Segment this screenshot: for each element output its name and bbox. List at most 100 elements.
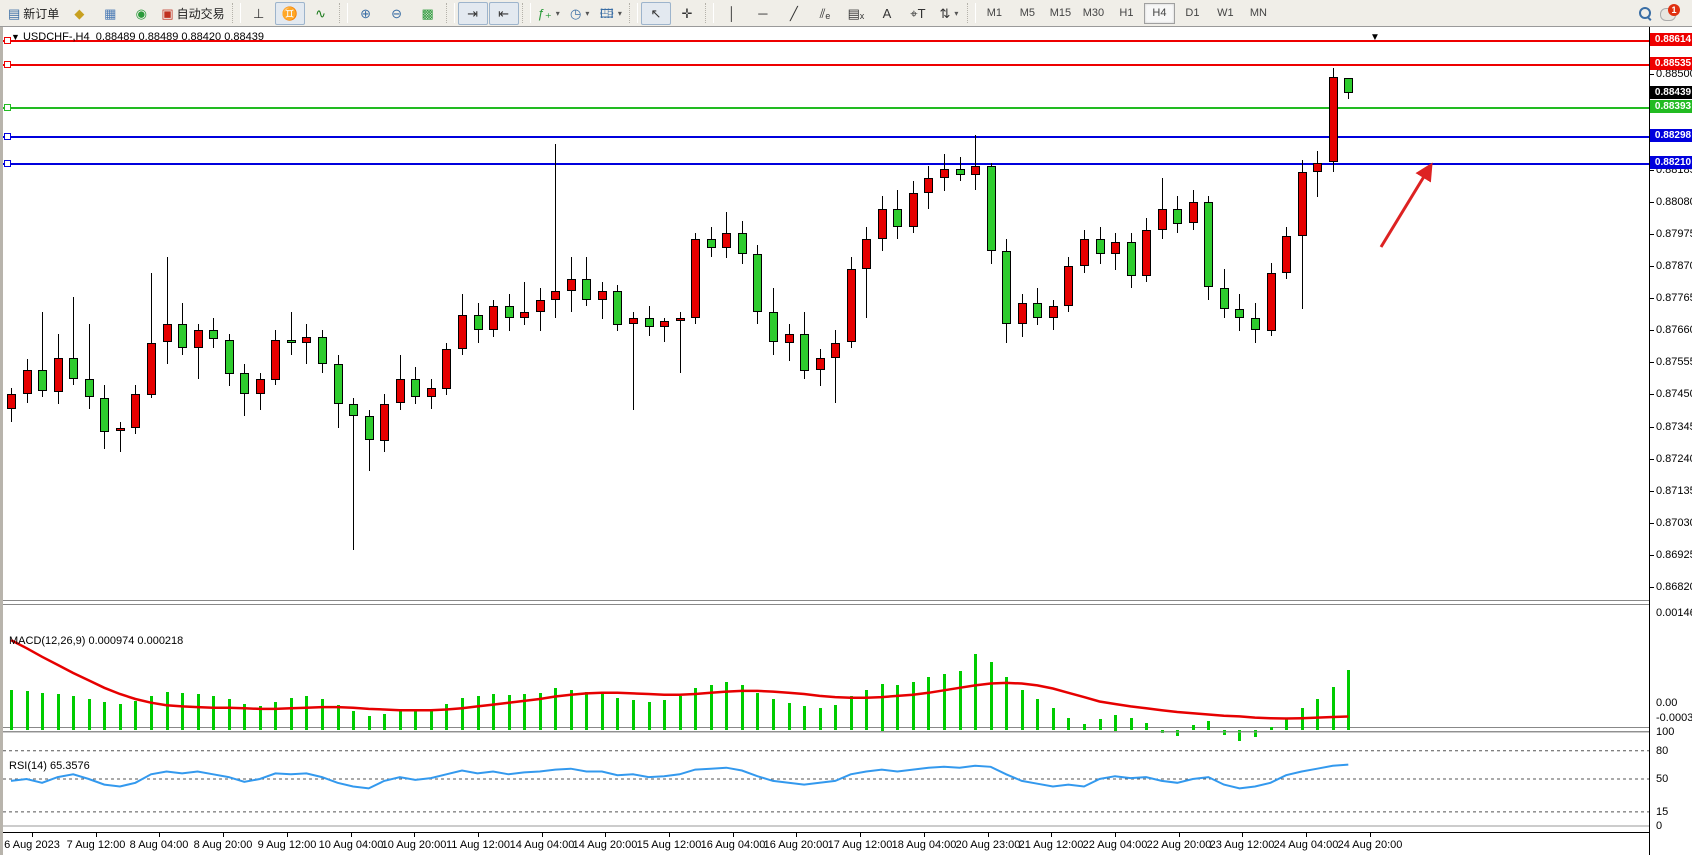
macd-histogram-bar xyxy=(1161,730,1164,733)
macd-histogram-bar xyxy=(134,701,137,730)
bar-chart-button[interactable]: ⊥ xyxy=(244,2,274,25)
horizontal-level-line-0.88210[interactable] xyxy=(3,163,1649,165)
time-axis[interactable]: 6 Aug 2023 7 Aug 12:00 8 Aug 04:00 8 Aug 20… xyxy=(3,832,1649,855)
macd-histogram-bar xyxy=(741,685,744,730)
pane-separator[interactable] xyxy=(3,600,1649,601)
auto-scroll-button[interactable]: ⇥ xyxy=(457,1,488,25)
timeframe-m15[interactable]: M15 xyxy=(1049,7,1072,19)
market-watch-button[interactable]: ▦ xyxy=(95,2,125,25)
chart-window: ▼ USDCHF-,H4 0.88489 0.88489 0.88420 0.8… xyxy=(0,27,1692,855)
fibonacci-button[interactable]: ▤ₓ xyxy=(841,2,871,25)
macd-histogram-bar xyxy=(756,693,759,730)
candle-wick xyxy=(975,135,976,190)
macd-histogram-bar xyxy=(663,700,666,730)
tile-windows-button[interactable]: ▩ xyxy=(413,2,443,25)
timeframe-d1[interactable]: D1 xyxy=(1185,7,1200,19)
profiles-icon: ◆ xyxy=(74,5,85,21)
vertical-line-button[interactable]: │ xyxy=(717,2,747,25)
timeframe-mn[interactable]: MN xyxy=(1249,7,1267,19)
timeframe-m30[interactable]: M30 xyxy=(1082,7,1105,19)
timeframe-m1[interactable]: M1 xyxy=(986,7,1003,19)
chart-shift-button[interactable]: ⇤ xyxy=(488,1,519,25)
crosshair-button[interactable]: ✛ xyxy=(672,2,702,25)
timeframe-w1[interactable]: W1 xyxy=(1217,7,1234,19)
macd-histogram-bar xyxy=(1145,723,1148,730)
new-order-label: 新订单 xyxy=(23,6,60,21)
pane-separator[interactable] xyxy=(3,604,1649,605)
macd-histogram-bar xyxy=(632,700,635,730)
timeframe-h4[interactable]: H4 xyxy=(1143,2,1175,24)
macd-histogram-bar xyxy=(990,662,993,730)
candle-bullish xyxy=(380,404,389,441)
line-handle[interactable] xyxy=(4,133,11,140)
vertical-line-icon: │ xyxy=(727,5,736,21)
candle-bullish xyxy=(1189,202,1198,223)
cursor-button[interactable]: ↖ xyxy=(640,1,671,25)
new-order-button[interactable]: ▤ 新订单 xyxy=(4,2,63,25)
time-tick-label: 17 Aug 12:00 xyxy=(827,839,893,851)
candle-bullish xyxy=(660,321,669,327)
timeframe-h1[interactable]: H1 xyxy=(1119,7,1134,19)
profiles-button[interactable]: ◆ xyxy=(64,2,94,25)
zoom-in-button[interactable]: ⊕ xyxy=(351,2,381,25)
line-handle[interactable] xyxy=(4,61,11,68)
periods-button[interactable]: ◷ ▾ xyxy=(565,2,595,25)
autotrading-button[interactable]: ▣ 自动交易 xyxy=(157,2,228,25)
toolbar-separator xyxy=(231,3,241,23)
pane-separator[interactable] xyxy=(3,727,1649,728)
macd-histogram-bar xyxy=(414,711,417,730)
horizontal-line-button[interactable]: ─ xyxy=(748,2,778,25)
price-axis[interactable]: 0.88500 0.88185 0.88080 0.87975 0.87870 0.877… xyxy=(1649,27,1692,855)
text-label-button[interactable]: ⌖T xyxy=(903,2,933,25)
arrows-button[interactable]: ⇅ ▾ xyxy=(934,2,964,25)
macd-histogram-bar xyxy=(88,699,91,730)
line-handle[interactable] xyxy=(4,160,11,167)
time-tick xyxy=(223,833,224,837)
macd-histogram-bar xyxy=(679,696,682,730)
notifications-chat-icon[interactable]: 1 xyxy=(1660,4,1680,21)
candle-bullish xyxy=(396,379,405,403)
time-tick xyxy=(860,833,861,837)
macd-histogram-bar xyxy=(290,698,293,730)
candle-bearish xyxy=(1251,318,1260,330)
time-tick xyxy=(414,833,415,837)
chart-shift-icon: ⇤ xyxy=(498,5,510,21)
collapse-arrow-icon[interactable]: ▼ xyxy=(11,32,20,42)
indicators-button[interactable]: ƒ₊ ▾ xyxy=(534,2,564,25)
timeframe-m5[interactable]: M5 xyxy=(1019,7,1036,19)
horizontal-level-line-0.88298[interactable] xyxy=(3,136,1649,138)
time-tick xyxy=(32,833,33,837)
trendline-button[interactable]: ╱ xyxy=(779,2,809,25)
signals-button[interactable]: ◉ xyxy=(126,2,156,25)
candle-bullish xyxy=(116,428,125,431)
text-button[interactable]: A xyxy=(872,2,902,25)
search-icon[interactable] xyxy=(1639,6,1652,21)
horizontal-level-line-0.88535[interactable] xyxy=(3,64,1649,66)
templates-button[interactable]: 🖽 ▾ xyxy=(596,2,626,25)
time-tick-label: 9 Aug 12:00 xyxy=(257,839,317,851)
price-tick-label: 0.86820 xyxy=(1656,581,1692,593)
channel-button[interactable]: ⫽ₑ xyxy=(810,2,840,25)
autotrading-label: 自动交易 xyxy=(176,6,225,21)
annotation-arrow[interactable] xyxy=(1379,162,1433,248)
line-handle[interactable] xyxy=(4,37,11,44)
zoom-in-icon: ⊕ xyxy=(360,5,372,21)
candlestick-chart-button[interactable]: ♊ xyxy=(274,1,305,25)
notification-badge: 1 xyxy=(1668,4,1680,16)
line-chart-button[interactable]: ∿ xyxy=(306,2,336,25)
candle-bearish xyxy=(987,166,996,251)
pane-separator[interactable] xyxy=(3,731,1649,732)
candle-bullish xyxy=(676,318,685,321)
candle-bearish xyxy=(1096,239,1105,254)
line-handle[interactable] xyxy=(4,104,11,111)
horizontal-level-line-0.88393[interactable] xyxy=(3,107,1649,109)
price-tick xyxy=(1650,555,1654,556)
candle-wick xyxy=(167,257,168,364)
macd-histogram-bar xyxy=(710,685,713,730)
bar-chart-icon: ⊥ xyxy=(252,5,265,21)
zoom-out-button[interactable]: ⊖ xyxy=(382,2,412,25)
horizontal-level-line-0.88614[interactable] xyxy=(3,40,1649,42)
chart-plot-area[interactable]: ▼ USDCHF-,H4 0.88489 0.88489 0.88420 0.8… xyxy=(3,27,1649,855)
price-level-badge: 0.88439 xyxy=(1650,86,1692,99)
